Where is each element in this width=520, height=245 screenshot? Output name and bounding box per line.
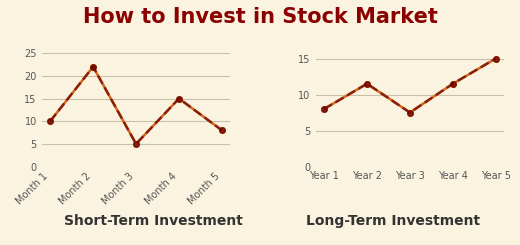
Text: How to Invest in Stock Market: How to Invest in Stock Market <box>83 7 437 27</box>
Text: Long-Term Investment: Long-Term Investment <box>306 213 479 228</box>
Text: Short-Term Investment: Short-Term Investment <box>64 213 243 228</box>
